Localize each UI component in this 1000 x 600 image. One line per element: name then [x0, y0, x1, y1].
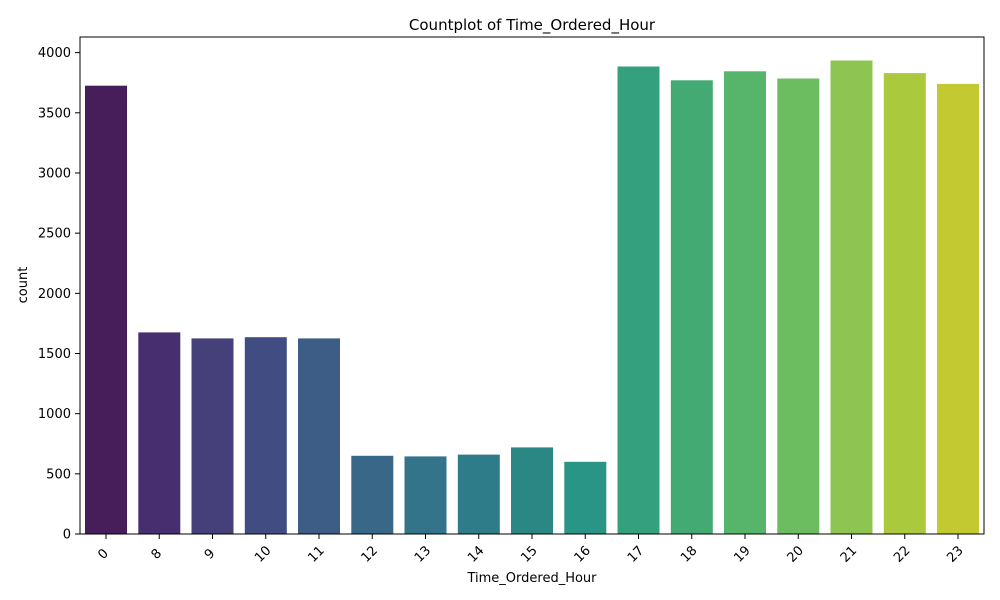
- bar-hour-19: [724, 71, 766, 535]
- y-tick-label: 3500: [38, 106, 71, 121]
- x-tick-label: 10: [252, 543, 274, 565]
- bar-hour-23: [937, 83, 979, 535]
- x-tick-label: 16: [572, 543, 594, 565]
- bar-hour-8: [138, 332, 181, 534]
- bar-hour-20: [777, 78, 820, 534]
- x-tick-label: 17: [625, 543, 647, 565]
- x-tick-label: 0: [95, 546, 111, 562]
- x-axis-title: Time_Ordered_Hour: [466, 571, 597, 586]
- x-tick-label: 23: [944, 543, 966, 565]
- bar-hour-15: [511, 447, 553, 534]
- bar-hour-9: [191, 338, 234, 534]
- bar-hour-16: [564, 461, 607, 534]
- x-tick-label: 9: [202, 546, 218, 562]
- bars-group: [85, 60, 979, 535]
- x-tick-label: 19: [731, 543, 753, 565]
- y-tick-label: 0: [63, 528, 71, 543]
- x-tick-label: 18: [678, 543, 700, 565]
- y-axis-title: count: [16, 267, 31, 304]
- bar-hour-0: [85, 85, 127, 534]
- x-tick-label: 11: [305, 543, 327, 565]
- bar-hour-17: [617, 66, 660, 534]
- bar-hour-22: [883, 73, 926, 534]
- x-tick-label: 8: [149, 546, 165, 562]
- y-tick-label: 1000: [38, 407, 71, 422]
- bar-hour-14: [457, 454, 500, 534]
- y-tick-label: 500: [46, 467, 71, 482]
- bar-hour-12: [351, 455, 394, 534]
- y-axis: 0 500 1000 1500 2000 2500 3000 3500 4000: [38, 46, 80, 543]
- x-tick-label: 14: [465, 543, 487, 565]
- x-tick-label: 20: [785, 543, 807, 565]
- plot-frame: [79, 36, 985, 535]
- x-tick-label: 22: [891, 543, 913, 565]
- bar-hour-10: [244, 337, 287, 534]
- x-tick-label: 12: [359, 543, 381, 565]
- x-tick-label: 15: [518, 543, 540, 565]
- bar-hour-18: [670, 80, 713, 535]
- y-tick-label: 4000: [38, 46, 71, 61]
- x-tick-label: 13: [412, 543, 434, 565]
- x-tick-label: 21: [838, 543, 860, 565]
- x-axis: 0 8 9 10 11 12 13 14 15 16 17 18 19 20 21 22 23: [95, 534, 967, 566]
- y-tick-label: 3000: [38, 166, 71, 181]
- y-tick-label: 1500: [38, 347, 71, 362]
- y-tick-label: 2500: [38, 227, 71, 242]
- y-tick-label: 2000: [38, 287, 71, 302]
- bar-hour-11: [298, 338, 340, 534]
- chart-title: Countplot of Time_Ordered_Hour: [409, 16, 656, 35]
- bar-hour-13: [404, 456, 447, 534]
- bar-hour-21: [830, 60, 873, 534]
